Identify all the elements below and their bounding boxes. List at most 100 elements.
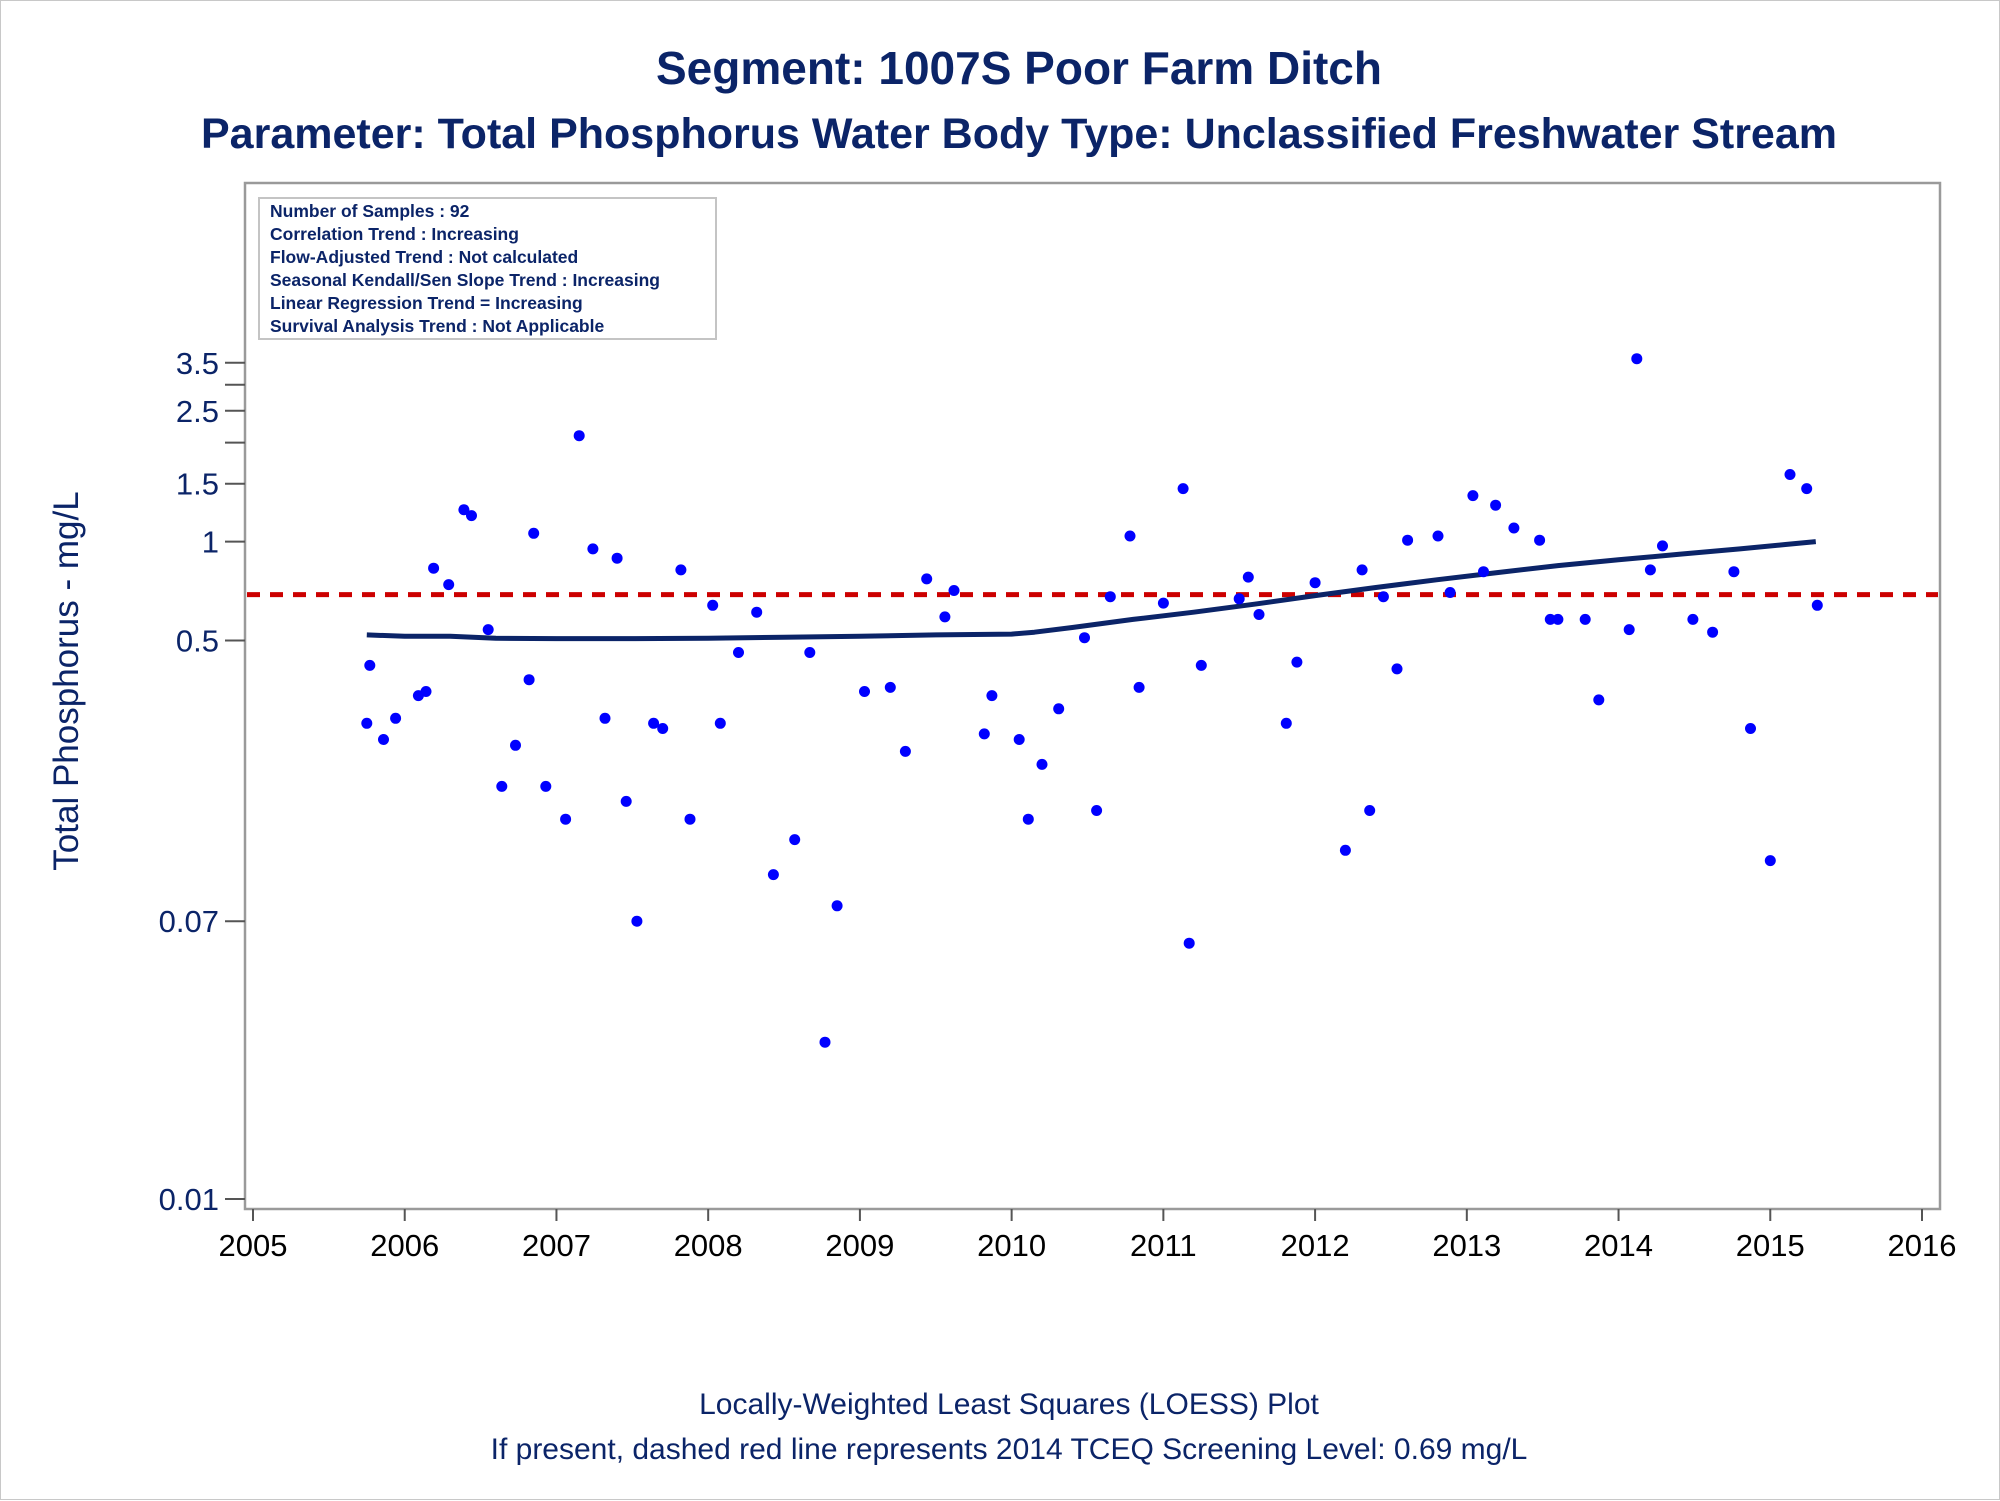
data-point xyxy=(528,527,540,539)
data-point xyxy=(523,674,535,686)
plot-area xyxy=(243,181,1942,1211)
data-point xyxy=(1242,571,1254,583)
data-point xyxy=(560,813,572,825)
data-point xyxy=(458,504,470,516)
data-point xyxy=(1356,564,1368,576)
data-point xyxy=(1053,703,1065,715)
data-point xyxy=(482,624,494,636)
data-point xyxy=(751,606,763,618)
data-point xyxy=(657,723,669,734)
data-point xyxy=(1764,855,1776,867)
data-point xyxy=(859,686,870,697)
stats-box: Number of Samples : 92 Correlation Trend… xyxy=(258,197,717,340)
x-tick-label: 2012 xyxy=(1281,1228,1350,1263)
data-point xyxy=(675,564,687,576)
data-point xyxy=(831,900,843,912)
data-point xyxy=(1291,656,1303,668)
chart-subtitle: Parameter: Total Phosphorus Water Body T… xyxy=(201,110,1837,158)
data-point xyxy=(939,611,951,623)
y-tick-label: 0.01 xyxy=(159,1182,219,1217)
data-point xyxy=(1728,566,1740,578)
data-point xyxy=(1508,522,1520,534)
stat-seasonal-kendall-trend: Seasonal Kendall/Sen Slope Trend : Incre… xyxy=(270,270,660,290)
stat-flow-adjusted-trend: Flow-Adjusted Trend : Not calculated xyxy=(270,247,578,267)
data-point xyxy=(978,728,990,740)
data-point xyxy=(1687,613,1699,625)
data-point xyxy=(1022,813,1034,825)
data-point xyxy=(361,717,373,729)
y-axis: 3.5 2.5 1.5 1 0.5 0.07 0.01 xyxy=(159,346,245,1217)
data-point xyxy=(1377,591,1389,603)
data-point xyxy=(620,795,632,807)
data-point xyxy=(631,915,643,927)
data-point xyxy=(1013,734,1025,745)
data-point xyxy=(767,869,779,881)
x-tick-label: 2008 xyxy=(674,1228,743,1263)
data-point xyxy=(921,573,933,585)
data-point xyxy=(443,579,455,591)
footnote-plot-type: Locally-Weighted Least Squares (LOESS) P… xyxy=(699,1388,1319,1421)
data-point xyxy=(804,647,816,658)
data-point xyxy=(1784,469,1796,480)
y-tick-label: 3.5 xyxy=(176,346,219,381)
y-tick-label: 1 xyxy=(202,525,219,560)
y-tick-label: 0.5 xyxy=(176,624,219,659)
data-point xyxy=(986,690,998,702)
data-point xyxy=(510,739,521,751)
data-point xyxy=(1801,483,1813,495)
data-point xyxy=(1552,613,1564,625)
data-point xyxy=(496,780,508,792)
data-point xyxy=(364,659,376,671)
x-tick-label: 2015 xyxy=(1736,1228,1805,1263)
data-point xyxy=(1091,805,1103,816)
data-point xyxy=(540,780,552,792)
data-point xyxy=(1490,499,1502,511)
data-point xyxy=(420,686,432,697)
data-point xyxy=(1079,632,1090,644)
data-point xyxy=(733,647,744,658)
data-point xyxy=(1183,937,1195,949)
data-point xyxy=(1339,844,1351,856)
x-tick-label: 2014 xyxy=(1584,1228,1653,1263)
data-point xyxy=(1309,577,1321,589)
x-tick-label: 2010 xyxy=(977,1228,1046,1263)
y-axis-label: Total Phosphorus - mg/L xyxy=(47,491,86,870)
data-point xyxy=(1707,626,1719,638)
data-point xyxy=(1478,566,1489,578)
data-point xyxy=(648,717,660,729)
stat-correlation-trend: Correlation Trend : Increasing xyxy=(270,224,519,244)
x-tick-label: 2011 xyxy=(1130,1228,1197,1263)
data-point xyxy=(573,430,585,442)
data-point xyxy=(1364,805,1376,816)
stat-survival-analysis-trend: Survival Analysis Trend : Not Applicable xyxy=(270,316,604,336)
x-tick-label: 2007 xyxy=(522,1228,591,1263)
data-point xyxy=(1534,534,1546,546)
data-point xyxy=(428,562,440,574)
data-points xyxy=(361,353,1823,1048)
x-tick-label: 2016 xyxy=(1888,1228,1957,1263)
data-point xyxy=(1579,613,1591,625)
data-point xyxy=(587,543,599,555)
stats-box-frame xyxy=(258,197,717,340)
data-point xyxy=(1402,534,1414,546)
data-point xyxy=(714,717,726,729)
data-point xyxy=(1157,597,1169,609)
data-point xyxy=(819,1036,831,1048)
data-point xyxy=(1036,758,1048,770)
data-point xyxy=(1432,530,1444,542)
data-point xyxy=(1631,353,1643,365)
data-point xyxy=(1104,591,1116,603)
y-tick-label: 2.5 xyxy=(176,394,219,429)
data-point xyxy=(1391,663,1403,675)
y-tick-label: 1.5 xyxy=(176,467,219,502)
stat-linear-regression-trend: Linear Regression Trend = Increasing xyxy=(270,293,583,313)
data-point xyxy=(1467,490,1479,502)
data-point xyxy=(1233,593,1245,605)
data-point xyxy=(1124,530,1136,542)
footnote-screening-level: If present, dashed red line represents 2… xyxy=(491,1433,1528,1466)
x-axis: 2005 2006 2007 2008 2009 2010 2011 2012 2013 2014… xyxy=(219,1209,1957,1263)
data-point xyxy=(1644,564,1656,576)
data-point xyxy=(899,745,911,757)
